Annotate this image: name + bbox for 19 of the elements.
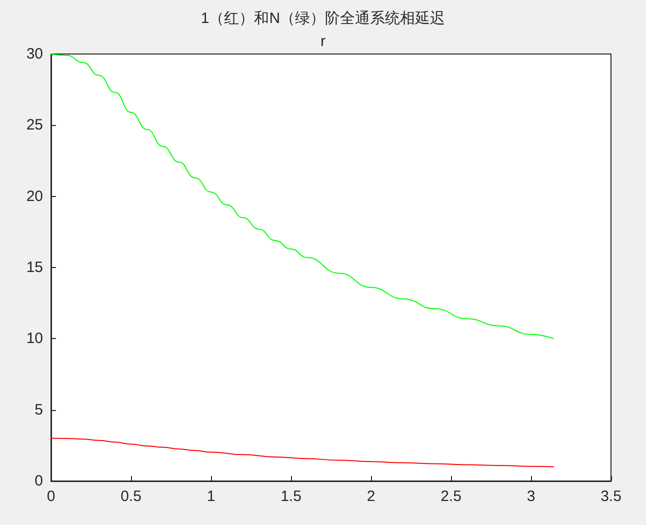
- y-tick-label: 20: [26, 188, 43, 205]
- y-tick-label: 15: [26, 259, 43, 276]
- x-tick-label: 2: [366, 488, 376, 505]
- line-series: [50, 54, 554, 340]
- y-tick-label: 0: [34, 472, 43, 490]
- y-tick-label: 30: [26, 46, 43, 62]
- line-series: [50, 438, 554, 468]
- x-tick-label: 2.5: [440, 488, 462, 505]
- chart-subtitle: r: [320, 33, 326, 50]
- y-tick-label: 5: [34, 401, 43, 418]
- x-tick-label: 0: [46, 488, 56, 505]
- x-tick-label: 3: [526, 488, 536, 505]
- chart-title: 1（红）和N（绿）阶全通系统相延迟: [200, 10, 446, 27]
- x-tick-label: 1.5: [280, 488, 302, 505]
- x-tick-label: 0.5: [120, 488, 142, 505]
- x-tick-label: 3.5: [600, 488, 622, 505]
- y-tick-label: 25: [26, 116, 43, 134]
- x-tick-label: 1: [206, 488, 216, 505]
- y-tick-label: 10: [26, 330, 43, 348]
